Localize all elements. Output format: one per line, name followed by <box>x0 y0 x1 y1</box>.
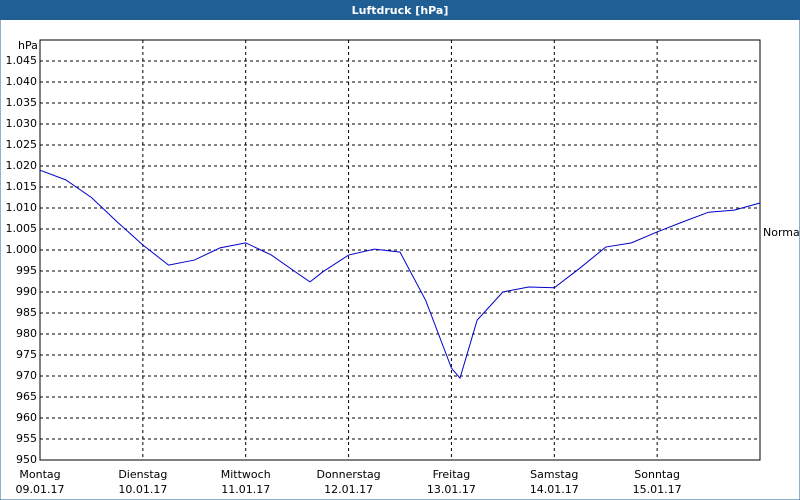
x-tick-date: 09.01.17 <box>16 483 65 496</box>
x-tick-date: 14.01.17 <box>530 483 579 496</box>
y-tick-label: 1.000 <box>6 243 38 256</box>
y-tick-label: 1.025 <box>6 138 38 151</box>
y-axis-label: hPa <box>18 39 38 52</box>
y-tick-label: 950 <box>16 453 37 466</box>
y-tick-label: 1.040 <box>6 75 38 88</box>
y-tick-label: 1.020 <box>6 159 38 172</box>
y-tick-label: 985 <box>16 306 37 319</box>
x-tick-date: 12.01.17 <box>324 483 373 496</box>
chart-title: Luftdruck [hPa] <box>352 4 449 17</box>
data-line <box>39 169 761 380</box>
y-tick-label: 1.015 <box>6 180 38 193</box>
y-tick-label: 970 <box>16 369 37 382</box>
y-tick-label: 1.005 <box>6 222 38 235</box>
annotation: Normal <box>763 226 800 239</box>
y-tick-label: 1.010 <box>6 201 38 214</box>
y-tick-label: 995 <box>16 264 37 277</box>
x-tick-label: Mittwoch <box>221 468 271 481</box>
y-tick-label: 975 <box>16 348 37 361</box>
x-tick-label: Samstag <box>530 468 578 481</box>
plot-border <box>39 39 761 461</box>
x-tick-label: Dienstag <box>118 468 167 481</box>
y-tick-label: 1.035 <box>6 96 38 109</box>
y-tick-label: 965 <box>16 390 37 403</box>
x-tick-date: 11.01.17 <box>221 483 270 496</box>
x-tick-label: Montag <box>19 468 60 481</box>
y-tick-label: 1.030 <box>6 117 38 130</box>
y-tick-label: 955 <box>16 432 37 445</box>
title-bar <box>0 0 800 20</box>
x-tick-label: Freitag <box>433 468 471 481</box>
x-tick-label: Sonntag <box>634 468 680 481</box>
y-tick-label: 990 <box>16 285 37 298</box>
y-tick-label: 980 <box>16 327 37 340</box>
y-tick-label: 1.045 <box>6 54 38 67</box>
x-tick-date: 15.01.17 <box>633 483 682 496</box>
x-tick-label: Donnerstag <box>316 468 380 481</box>
x-tick-date: 13.01.17 <box>427 483 476 496</box>
x-tick-date: 10.01.17 <box>118 483 167 496</box>
y-tick-label: 960 <box>16 411 37 424</box>
